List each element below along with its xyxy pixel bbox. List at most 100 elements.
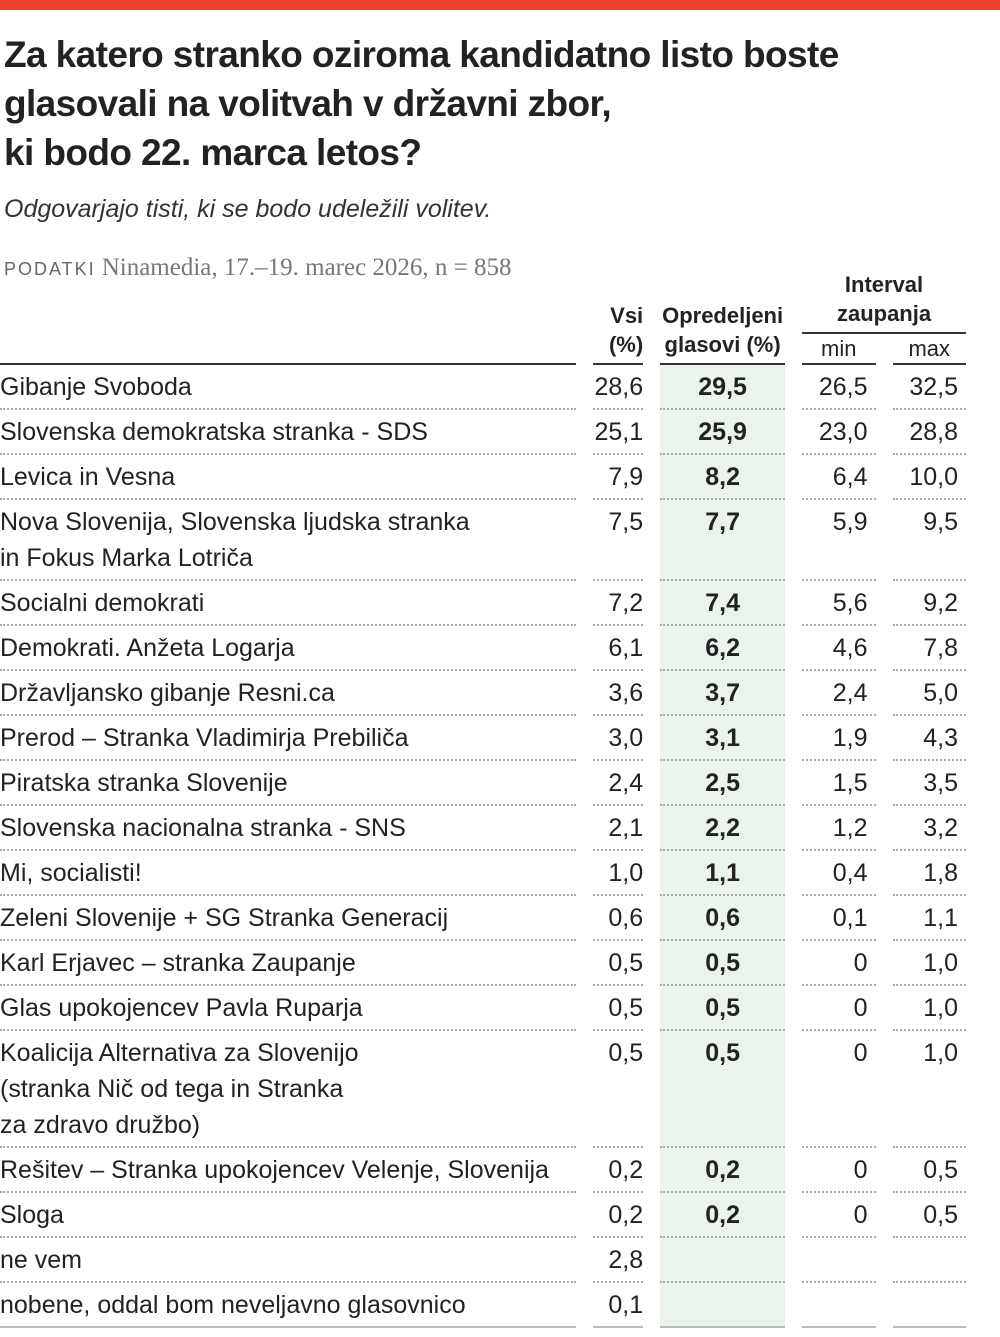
min-value: 0 <box>802 1148 876 1193</box>
vsi-value: 0,1 <box>593 1283 644 1328</box>
title: Za katero stranko oziroma kandidatno lis… <box>4 34 839 173</box>
min-value: 4,6 <box>802 626 876 671</box>
min-value: 1,5 <box>802 761 876 806</box>
opredeljeni-value <box>660 1238 786 1283</box>
max-value: 9,2 <box>892 581 966 626</box>
opredeljeni-value: 3,7 <box>660 671 786 716</box>
table-row: Slovenska nacionalna stranka - SNS 2,1 2,2… <box>0 806 966 851</box>
party-name: ne vem <box>0 1238 577 1283</box>
table-row: Zeleni Slovenije + SG Stranka Generacij 0… <box>0 896 966 941</box>
opredeljeni-value: 0,5 <box>660 1031 786 1148</box>
max-value: 3,2 <box>892 806 966 851</box>
min-value: 5,6 <box>802 581 876 626</box>
opredeljeni-value: 25,9 <box>660 410 786 455</box>
opredeljeni-value: 0,6 <box>660 896 786 941</box>
opredeljeni-value: 7,7 <box>660 500 786 581</box>
table-row: Nova Slovenija, Slovenska ljudska strank… <box>0 500 966 581</box>
opredeljeni-value: 3,1 <box>660 716 786 761</box>
source-text: Ninamedia, 17.–19. marec 2026, n = 858 <box>101 254 512 281</box>
min-value: 2,4 <box>802 671 876 716</box>
opredeljeni-value: 29,5 <box>660 365 786 410</box>
table-row: Prerod – Stranka Vladimirja Prebiliča 3,0… <box>0 716 966 761</box>
opredeljeni-value: 8,2 <box>660 455 786 500</box>
opredeljeni-value: 0,2 <box>660 1148 786 1193</box>
min-value: 26,5 <box>802 365 876 410</box>
vsi-value: 0,5 <box>593 1031 644 1148</box>
party-name: Zeleni Slovenije + SG Stranka Generacij <box>0 896 577 941</box>
min-value <box>802 1283 876 1328</box>
source: PODATKI Ninamedia, 17.–19. marec 2026, n … <box>4 254 512 282</box>
party-name: Gibanje Svoboda <box>0 365 577 410</box>
party-name: Mi, socialisti! <box>0 851 577 896</box>
vsi-value: 0,2 <box>593 1193 644 1238</box>
party-name: Socialni demokrati <box>0 581 577 626</box>
max-value: 5,0 <box>892 671 966 716</box>
max-value: 1,0 <box>892 941 966 986</box>
min-value: 0,1 <box>802 896 876 941</box>
header-min: min <box>802 334 876 365</box>
table-row: Piratska stranka Slovenije 2,4 2,5 1,5 3,5 <box>0 761 966 806</box>
max-value <box>892 1238 966 1283</box>
party-name: Karl Erjavec – stranka Zaupanje <box>0 941 577 986</box>
party-name: Demokrati. Anžeta Logarja <box>0 626 577 671</box>
vsi-value: 6,1 <box>593 626 644 671</box>
party-name: Prerod – Stranka Vladimirja Prebiliča <box>0 716 577 761</box>
min-value <box>802 1238 876 1283</box>
party-name: Državljansko gibanje Resni.ca <box>0 671 577 716</box>
table-row: Levica in Vesna 7,9 8,2 6,4 10,0 <box>0 455 966 500</box>
min-value: 0 <box>802 1193 876 1238</box>
party-name: Slovenska demokratska stranka - SDS <box>0 410 577 455</box>
header-interval: Interval zaupanja <box>802 270 966 334</box>
opredeljeni-value: 2,2 <box>660 806 786 851</box>
vsi-value: 3,6 <box>593 671 644 716</box>
table-row: Sloga 0,2 0,2 0 0,5 <box>0 1193 966 1238</box>
table-row: Mi, socialisti! 1,0 1,1 0,4 1,8 <box>0 851 966 896</box>
opredeljeni-value: 0,2 <box>660 1193 786 1238</box>
max-value <box>892 1283 966 1328</box>
opredeljeni-value <box>660 1283 786 1328</box>
vsi-value: 7,5 <box>593 500 644 581</box>
vsi-value: 2,4 <box>593 761 644 806</box>
table-row: Slovenska demokratska stranka - SDS 25,1 2… <box>0 410 966 455</box>
opredeljeni-value: 6,2 <box>660 626 786 671</box>
max-value: 0,5 <box>892 1193 966 1238</box>
party-name: Koalicija Alternativa za Slovenijo (stra… <box>0 1031 577 1148</box>
min-value: 1,2 <box>802 806 876 851</box>
max-value: 9,5 <box>892 500 966 581</box>
vsi-value: 0,2 <box>593 1148 644 1193</box>
max-value: 32,5 <box>892 365 966 410</box>
vsi-value: 7,2 <box>593 581 644 626</box>
table-row: nobene, oddal bom neveljavno glasovnico 0… <box>0 1283 966 1328</box>
vsi-value: 28,6 <box>593 365 644 410</box>
table-row: ne vem 2,8 <box>0 1238 966 1283</box>
table-row: Državljansko gibanje Resni.ca 3,6 3,7 2,4 5,… <box>0 671 966 716</box>
table-row: Rešitev – Stranka upokojencev Velenje, S… <box>0 1148 966 1193</box>
min-value: 0,4 <box>802 851 876 896</box>
vsi-value: 25,1 <box>593 410 644 455</box>
table-row: Gibanje Svoboda 28,6 29,5 26,5 32,5 <box>0 365 966 410</box>
max-value: 10,0 <box>892 455 966 500</box>
header-empty <box>0 270 577 365</box>
min-value: 1,9 <box>802 716 876 761</box>
opredeljeni-value: 2,5 <box>660 761 786 806</box>
vsi-value: 2,1 <box>593 806 644 851</box>
subtitle: Odgovarjajo tisti, ki se bodo udeležili … <box>4 195 492 223</box>
table-row: Demokrati. Anžeta Logarja 6,1 6,2 4,6 7,8 <box>0 626 966 671</box>
vsi-value: 0,6 <box>593 896 644 941</box>
party-name: Piratska stranka Slovenije <box>0 761 577 806</box>
header-row: min max <box>0 334 966 365</box>
header-vsi: Vsi (%) <box>593 270 644 365</box>
max-value: 0,5 <box>892 1148 966 1193</box>
party-name: Glas upokojencev Pavla Ruparja <box>0 986 577 1031</box>
top-bar <box>0 0 1000 10</box>
vsi-value: 2,8 <box>593 1238 644 1283</box>
opredeljeni-value: 1,1 <box>660 851 786 896</box>
header-row: Vsi (%) Opredeljeni glasovi (%) Interval… <box>0 270 966 365</box>
vsi-value: 0,5 <box>593 941 644 986</box>
min-value: 23,0 <box>802 410 876 455</box>
vsi-value: 1,0 <box>593 851 644 896</box>
party-name: Nova Slovenija, Slovenska ljudska strank… <box>0 500 577 581</box>
header-max: max <box>892 334 966 365</box>
min-value: 0 <box>802 941 876 986</box>
